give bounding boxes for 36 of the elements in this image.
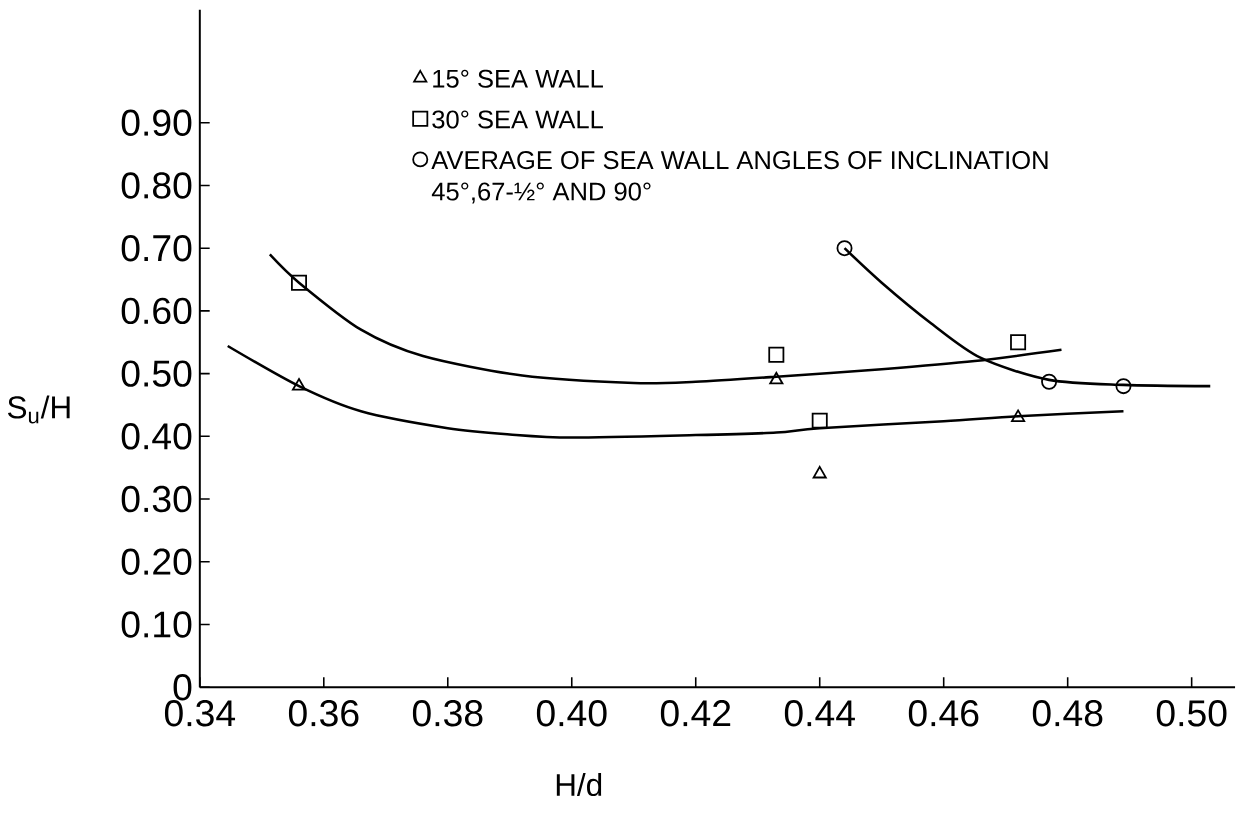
point (1010, 334, 1027, 351)
point (836, 240, 853, 256)
y-tick-label: 0.60 (121, 297, 192, 324)
point (291, 274, 307, 291)
x-tick-label: 0.36 (288, 699, 359, 727)
y-tick-label: 0 (173, 673, 192, 701)
y-tick-label: 0.20 (121, 548, 192, 575)
point (1011, 409, 1026, 422)
y-tick-label: 0.30 (121, 485, 192, 513)
y-tick-label: 0.10 (121, 611, 192, 638)
x-axis-title: H/d (556, 772, 602, 796)
x-tick-label: 0.46 (908, 699, 979, 727)
x-tick-label: 0.40 (536, 699, 607, 727)
x-tick-label: 0.50 (1156, 699, 1227, 727)
point (291, 377, 307, 391)
point (1115, 377, 1132, 394)
legend-label: AVERAGE OF SEA WALL ANGLES OF INCLINATION 45°,67-½° AND 90° (431, 150, 1048, 204)
legend-label: 30° SEA WALL (432, 110, 603, 129)
point (1041, 373, 1058, 390)
y-tick-label: 0.50 (121, 360, 192, 387)
point (811, 412, 828, 429)
y-tick-label: 0.80 (121, 172, 192, 199)
x-tick-label: 0.34 (164, 699, 236, 727)
x-tick-label: 0.42 (660, 699, 731, 727)
point (768, 346, 785, 363)
y-tick-label: 0.90 (121, 109, 192, 136)
x-tick-label: 0.48 (1032, 699, 1103, 727)
x-tick-label: 0.38 (412, 699, 483, 727)
legend-label: 15° SEA WALL (433, 69, 603, 88)
point (812, 465, 827, 479)
point (769, 371, 784, 385)
y-axis-title: S$_{u}$/H (7, 395, 70, 424)
y-tick-label: 0.70 (121, 234, 192, 262)
y-tick-label: 0.40 (121, 422, 192, 450)
line-series (226, 344, 1125, 439)
x-tick-label: 0.44 (784, 699, 855, 727)
